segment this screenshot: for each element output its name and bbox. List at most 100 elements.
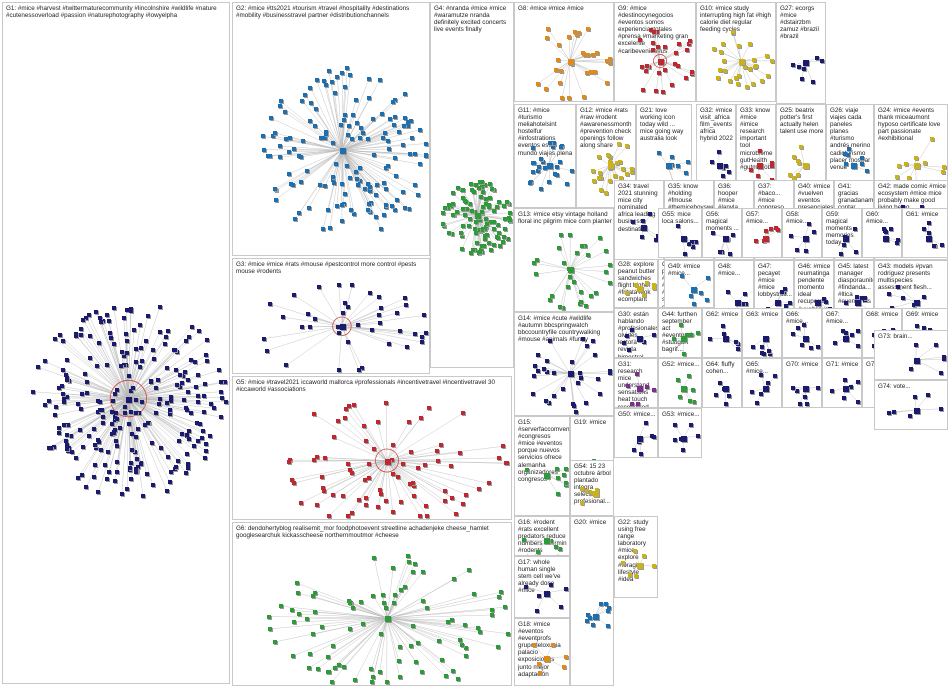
vertex[interactable] <box>423 462 428 467</box>
vertex[interactable] <box>764 54 769 59</box>
vertex[interactable] <box>568 274 573 279</box>
vertex[interactable] <box>451 668 456 673</box>
vertex[interactable] <box>338 123 343 128</box>
vertex[interactable] <box>547 180 552 185</box>
vertex[interactable] <box>730 232 735 237</box>
vertex[interactable] <box>478 218 483 223</box>
vertex[interactable] <box>200 435 204 440</box>
vertex[interactable] <box>718 68 723 73</box>
vertex[interactable] <box>456 676 461 681</box>
vertex[interactable] <box>406 207 411 212</box>
hub-vertex[interactable] <box>568 371 574 378</box>
vertex[interactable] <box>177 372 182 377</box>
vertex[interactable] <box>495 644 500 649</box>
vertex[interactable] <box>435 449 440 454</box>
vertex[interactable] <box>384 203 389 208</box>
vertex[interactable] <box>169 394 174 399</box>
vertex[interactable] <box>507 215 512 220</box>
vertex[interactable] <box>385 163 390 168</box>
vertex[interactable] <box>473 226 478 231</box>
vertex[interactable] <box>60 368 65 373</box>
vertex[interactable] <box>403 205 408 210</box>
vertex[interactable] <box>621 340 626 345</box>
vertex[interactable] <box>925 393 930 398</box>
vertex[interactable] <box>550 643 555 647</box>
vertex[interactable] <box>461 502 466 507</box>
vertex[interactable] <box>460 642 465 647</box>
vertex[interactable] <box>696 433 700 438</box>
vertex[interactable] <box>506 631 510 636</box>
hub-vertex[interactable] <box>665 163 672 170</box>
vertex[interactable] <box>278 103 283 108</box>
vertex[interactable] <box>469 250 474 255</box>
vertex[interactable] <box>122 362 127 367</box>
vertex[interactable] <box>425 513 430 518</box>
vertex[interactable] <box>111 398 116 403</box>
vertex[interactable] <box>684 333 689 338</box>
vertex[interactable] <box>308 325 313 330</box>
vertex[interactable] <box>790 63 795 68</box>
vertex[interactable] <box>369 327 374 332</box>
vertex[interactable] <box>281 315 286 320</box>
vertex[interactable] <box>583 53 588 58</box>
hub-vertex[interactable] <box>723 236 729 242</box>
vertex[interactable] <box>463 213 468 218</box>
vertex[interactable] <box>124 308 129 313</box>
vertex[interactable] <box>477 249 482 254</box>
vertex[interactable] <box>791 332 796 337</box>
vertex[interactable] <box>118 426 123 431</box>
vertex[interactable] <box>437 639 442 644</box>
vertex[interactable] <box>390 471 395 476</box>
vertex[interactable] <box>324 131 328 136</box>
vertex[interactable] <box>595 50 599 55</box>
vertex[interactable] <box>169 399 174 404</box>
hub-vertex[interactable] <box>475 213 482 220</box>
vertex[interactable] <box>774 226 779 231</box>
vertex[interactable] <box>625 383 630 388</box>
vertex[interactable] <box>339 203 344 208</box>
vertex[interactable] <box>128 460 133 465</box>
vertex[interactable] <box>409 643 414 648</box>
vertex[interactable] <box>95 399 100 404</box>
vertex[interactable] <box>652 564 656 569</box>
vertex[interactable] <box>472 190 477 195</box>
vertex[interactable] <box>366 182 371 187</box>
vertex[interactable] <box>109 409 114 414</box>
vertex[interactable] <box>449 232 454 237</box>
vertex[interactable] <box>552 394 557 399</box>
vertex[interactable] <box>48 446 53 451</box>
vertex[interactable] <box>287 135 292 140</box>
hub-vertex[interactable] <box>543 538 550 545</box>
vertex[interactable] <box>392 97 397 102</box>
vertex[interactable] <box>467 224 472 229</box>
vertex[interactable] <box>393 593 398 598</box>
vertex[interactable] <box>531 170 536 175</box>
vertex[interactable] <box>812 230 817 235</box>
vertex[interactable] <box>144 471 149 476</box>
vertex[interactable] <box>460 246 465 251</box>
vertex[interactable] <box>137 364 142 369</box>
hub-vertex[interactable] <box>757 163 763 170</box>
vertex[interactable] <box>638 37 643 42</box>
vertex[interactable] <box>478 630 483 635</box>
vertex[interactable] <box>651 282 656 287</box>
vertex[interactable] <box>132 449 137 454</box>
vertex[interactable] <box>377 669 382 674</box>
vertex[interactable] <box>168 411 173 416</box>
vertex[interactable] <box>327 669 332 674</box>
vertex[interactable] <box>865 168 870 173</box>
vertex[interactable] <box>297 211 302 216</box>
vertex[interactable] <box>435 458 440 463</box>
vertex[interactable] <box>389 203 394 208</box>
vertex[interactable] <box>399 588 404 593</box>
vertex[interactable] <box>464 492 469 497</box>
vertex[interactable] <box>823 300 828 305</box>
vertex[interactable] <box>168 408 173 413</box>
vertex[interactable] <box>689 293 694 298</box>
vertex[interactable] <box>678 436 683 441</box>
vertex[interactable] <box>482 183 487 188</box>
vertex[interactable] <box>111 306 116 311</box>
vertex[interactable] <box>532 643 537 647</box>
vertex[interactable] <box>576 380 581 385</box>
vertex[interactable] <box>445 205 450 210</box>
